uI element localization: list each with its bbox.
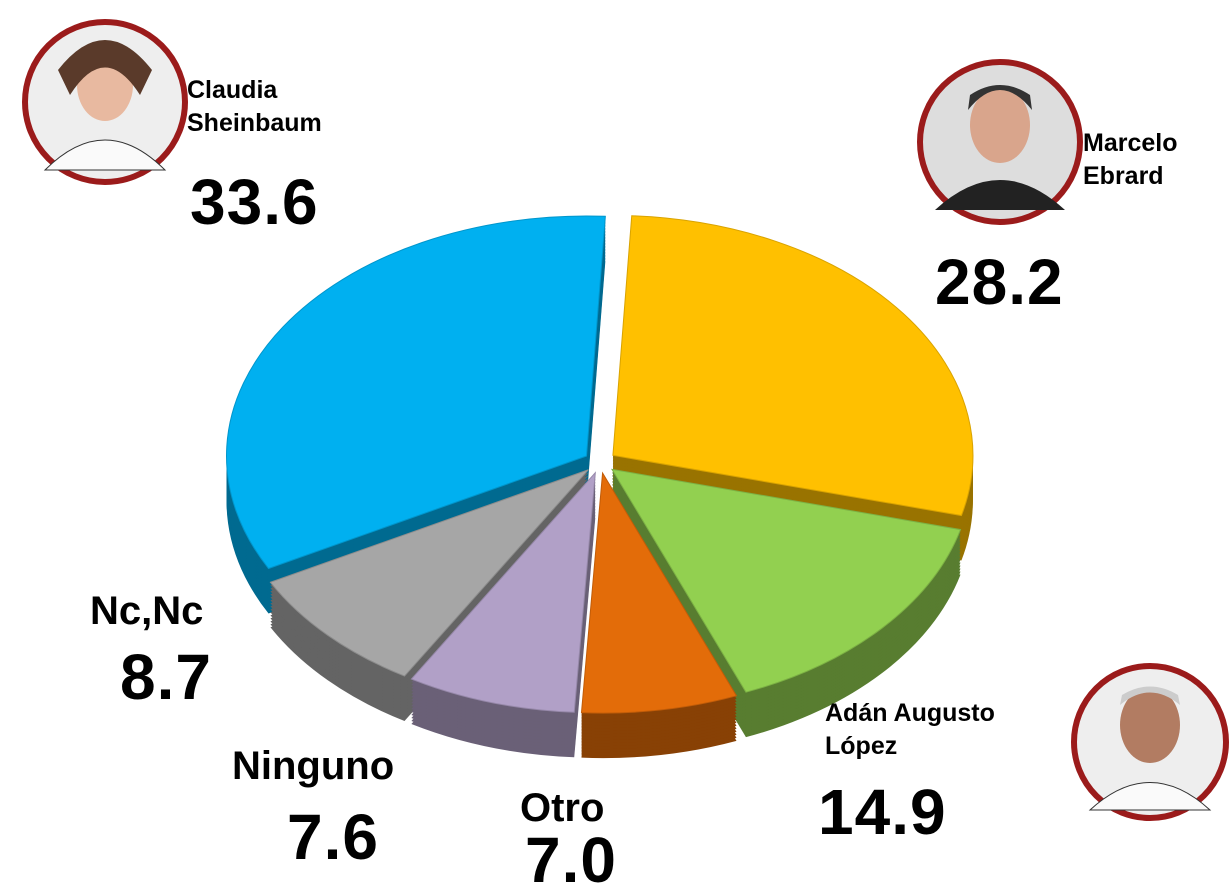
value-label: 7.0 xyxy=(525,824,617,896)
category-label: Claudia Sheinbaum xyxy=(187,76,322,137)
slice xyxy=(269,469,589,677)
slice xyxy=(410,471,596,713)
category-label: Ninguno xyxy=(232,744,395,788)
slice xyxy=(226,215,606,570)
value-label: 14.9 xyxy=(818,776,947,848)
category-label: Nc,Nc xyxy=(90,589,204,633)
slice xyxy=(612,215,974,517)
photo xyxy=(1071,663,1229,821)
value-label: 33.6 xyxy=(190,166,319,238)
photo xyxy=(22,19,188,185)
photo xyxy=(917,59,1083,225)
slice xyxy=(580,471,738,714)
category-label: Marcelo Ebrard xyxy=(1083,129,1178,190)
value-label: 28.2 xyxy=(935,246,1064,318)
value-label: 8.7 xyxy=(120,641,212,713)
category-label: Adán Augusto López xyxy=(825,699,995,760)
slice xyxy=(611,468,962,693)
value-label: 7.6 xyxy=(287,801,379,873)
category-label: Otro xyxy=(520,786,605,830)
